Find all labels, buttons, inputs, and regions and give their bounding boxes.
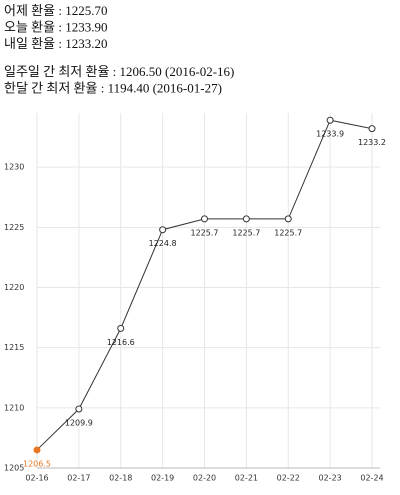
summary-line: 일주일 간 최저 환율 : 1206.50 (2016-02-16) bbox=[4, 64, 234, 79]
y-tick-label: 1215 bbox=[4, 343, 24, 352]
point bbox=[33, 446, 41, 454]
data-label: 1233.2 bbox=[358, 138, 386, 147]
x-tick-label: 02-20 bbox=[193, 474, 216, 483]
x-tick-label: 02-21 bbox=[235, 474, 258, 483]
data-label: 1224.8 bbox=[149, 239, 177, 248]
data-label: 1206.5 bbox=[23, 459, 51, 468]
x-tick-label: 02-18 bbox=[109, 474, 132, 483]
y-tick-label: 1230 bbox=[4, 163, 24, 172]
rate-line: 어제 환율 : 1225.70 bbox=[4, 3, 107, 18]
summary-line: 한달 간 최저 환율 : 1194.40 (2016-01-27) bbox=[4, 80, 222, 95]
data-label: 1233.9 bbox=[316, 130, 344, 139]
x-tick-label: 02-17 bbox=[67, 474, 90, 483]
point bbox=[326, 116, 334, 124]
rate-line: 내일 환율 : 1233.20 bbox=[4, 36, 107, 51]
y-tick-label: 1205 bbox=[4, 464, 24, 473]
y-tick-label: 1220 bbox=[4, 283, 24, 292]
point bbox=[201, 215, 208, 223]
point bbox=[284, 215, 292, 223]
data-label: 1225.7 bbox=[232, 228, 260, 237]
point bbox=[117, 324, 125, 332]
x-tick-label: 02-16 bbox=[25, 474, 48, 483]
point bbox=[159, 226, 167, 234]
x-tick-label: 02-24 bbox=[360, 474, 383, 483]
x-tick-label: 02-19 bbox=[151, 474, 174, 483]
y-tick-label: 1210 bbox=[4, 403, 24, 412]
data-label: 1209.9 bbox=[65, 419, 93, 428]
point bbox=[368, 125, 376, 133]
x-tick-label: 02-23 bbox=[319, 474, 342, 483]
data-label: 1225.7 bbox=[191, 228, 219, 237]
data-label: 1225.7 bbox=[274, 228, 302, 237]
point bbox=[75, 405, 83, 413]
point bbox=[242, 215, 250, 223]
y-tick-label: 1225 bbox=[4, 223, 24, 232]
rate-line: 오늘 환율 : 1233.90 bbox=[4, 19, 107, 34]
data-label: 1216.6 bbox=[107, 338, 135, 347]
x-tick-label: 02-22 bbox=[277, 474, 300, 483]
